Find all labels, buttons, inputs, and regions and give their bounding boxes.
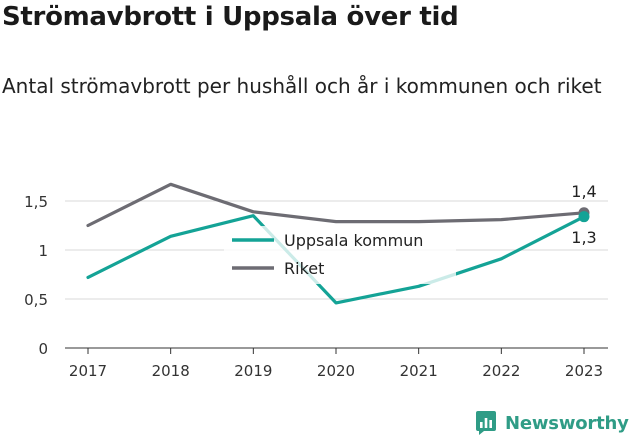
x-tick-label: 2019 [234, 362, 272, 380]
x-tick-label: 2021 [400, 362, 438, 380]
end-label-riket: 1,4 [571, 182, 596, 201]
x-tick-label: 2017 [69, 362, 107, 380]
brand-name: Newsworthy [505, 412, 629, 434]
line-chart: 0 0,5 1 1,5 2017 2018 2019 2020 2021 2022 2023 Upps… [24, 182, 608, 380]
y-tick-label: 0,5 [24, 291, 48, 309]
legend-label: Uppsala kommun [284, 231, 423, 250]
end-point-uppsala [578, 211, 590, 223]
x-tick-label: 2023 [565, 362, 603, 380]
series-line-riket [86, 182, 586, 228]
newsworthy-icon [476, 411, 496, 435]
chart-title: Strömavbrott i Uppsala över tid [2, 2, 459, 32]
legend-background [224, 226, 456, 284]
series-line-uppsala [86, 214, 586, 305]
chart-subtitle: Antal strömavbrott per hushåll och år i … [2, 74, 602, 98]
x-tick-label: 2022 [482, 362, 520, 380]
x-tick-label: 2018 [152, 362, 190, 380]
newsworthy-logo[interactable]: Newsworthy [474, 408, 629, 438]
y-tick-label: 1 [38, 242, 48, 260]
x-tick-label: 2020 [317, 362, 355, 380]
y-tick-label: 0 [38, 340, 48, 358]
end-label-uppsala: 1,3 [571, 228, 596, 247]
legend-label: Riket [284, 259, 324, 278]
y-tick-label: 1,5 [24, 193, 48, 211]
